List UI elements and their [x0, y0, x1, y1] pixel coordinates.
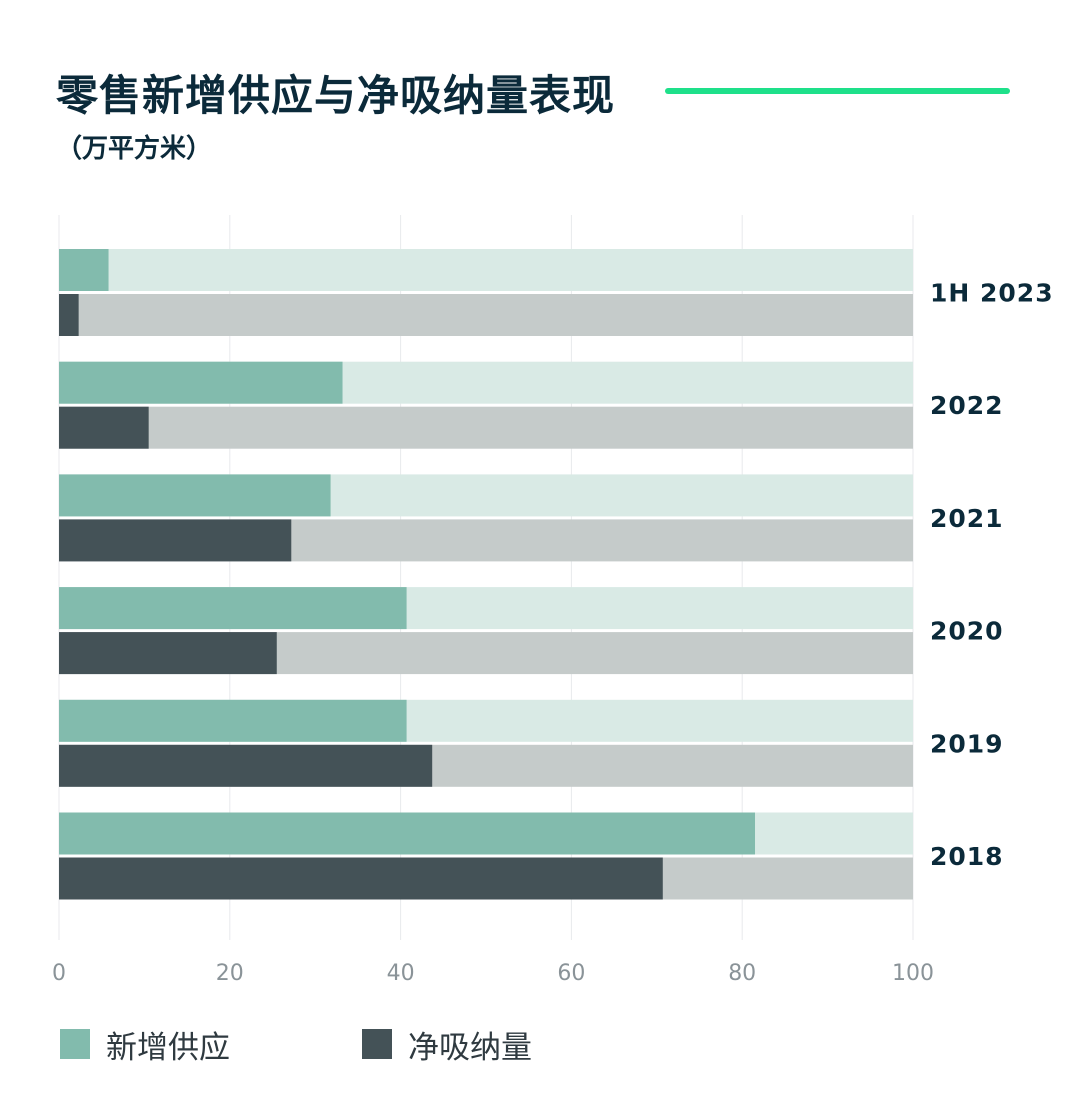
x-tick-label-0: 0: [52, 961, 66, 986]
title-accent-line: [665, 88, 1010, 94]
bar-supply-0: [59, 249, 109, 291]
category-label-4: 2019: [930, 729, 1004, 758]
category-label-0: 1H 2023: [930, 279, 1054, 308]
legend-swatch-absorption: [362, 1029, 392, 1059]
bar-absorption-4: [59, 744, 433, 787]
bar-supply-3: [59, 587, 407, 630]
legend-swatch-supply: [60, 1029, 90, 1059]
x-tick-label-80: 80: [728, 961, 756, 986]
bar-absorption-2: [59, 519, 292, 562]
bar-supply-5: [59, 812, 756, 855]
bar-supply-2: [59, 474, 331, 517]
x-tick-label-20: 20: [216, 961, 244, 986]
bar-chart: 0 20 40 60 80 100 1H 2023 2022 2021 2020 2019 2018: [52, 215, 1054, 986]
chart-title: 零售新增供应与净吸纳量表现: [56, 71, 616, 120]
bar-track-absorption-0: [59, 294, 913, 336]
x-tick-label-100: 100: [892, 961, 934, 986]
bar-track-absorption-1: [59, 406, 913, 449]
bar-absorption-5: [59, 857, 663, 900]
bar-absorption-0: [59, 294, 79, 336]
bar-supply-1: [59, 361, 343, 404]
category-label-5: 2018: [930, 842, 1004, 871]
category-label-2: 2021: [930, 504, 1004, 533]
bar-absorption-3: [59, 632, 277, 675]
x-tick-label-40: 40: [387, 961, 415, 986]
legend-label-absorption: 净吸纳量: [408, 1029, 532, 1066]
chart-subtitle: （万平方米）: [56, 134, 213, 164]
category-label-1: 2022: [930, 391, 1004, 420]
category-label-3: 2020: [930, 617, 1004, 646]
bar-track-supply-0: [59, 249, 913, 291]
bar-supply-4: [59, 699, 407, 742]
x-tick-label-60: 60: [557, 961, 585, 986]
legend-item-absorption: 净吸纳量: [362, 1022, 532, 1066]
legend-item-supply: 新增供应: [60, 1022, 230, 1066]
bar-absorption-1: [59, 406, 149, 449]
legend-label-supply: 新增供应: [106, 1029, 230, 1066]
